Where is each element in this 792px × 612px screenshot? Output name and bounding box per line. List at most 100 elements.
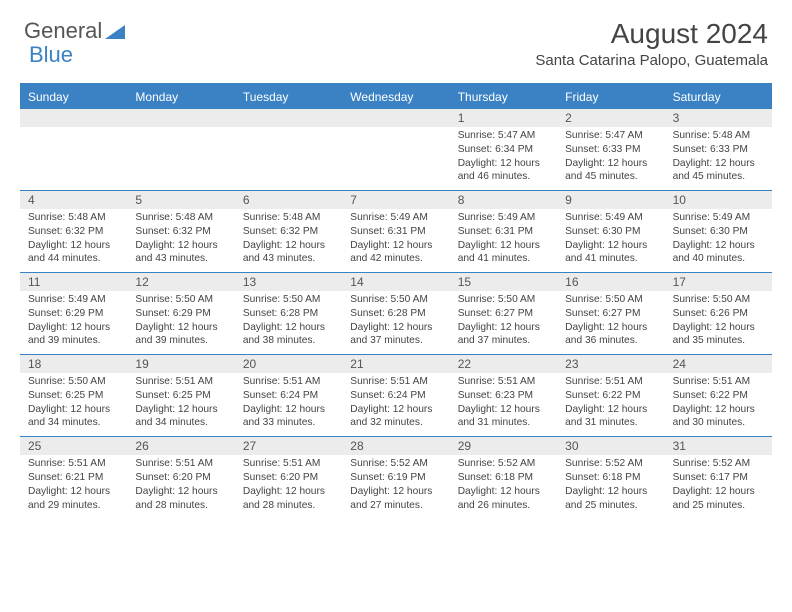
day-content: Sunrise: 5:47 AM Sunset: 6:34 PM Dayligh… (450, 127, 557, 190)
day-number (127, 109, 234, 127)
day-number: 6 (235, 191, 342, 209)
logo-text-2: Blue (29, 42, 73, 68)
day-content: Sunrise: 5:51 AM Sunset: 6:24 PM Dayligh… (235, 373, 342, 436)
day-number: 30 (557, 437, 664, 455)
daynum-row: 18192021222324 (20, 355, 772, 373)
day-number: 13 (235, 273, 342, 291)
daycontent-row: Sunrise: 5:47 AM Sunset: 6:34 PM Dayligh… (20, 127, 772, 190)
day-header-row: Sunday Monday Tuesday Wednesday Thursday… (20, 85, 772, 109)
day-number: 23 (557, 355, 664, 373)
day-content: Sunrise: 5:50 AM Sunset: 6:28 PM Dayligh… (235, 291, 342, 354)
day-header: Wednesday (342, 85, 449, 109)
day-number: 15 (450, 273, 557, 291)
day-header: Monday (127, 85, 234, 109)
daynum-row: 25262728293031 (20, 437, 772, 455)
day-content: Sunrise: 5:49 AM Sunset: 6:31 PM Dayligh… (450, 209, 557, 272)
day-content: Sunrise: 5:50 AM Sunset: 6:27 PM Dayligh… (450, 291, 557, 354)
day-content: Sunrise: 5:52 AM Sunset: 6:17 PM Dayligh… (665, 455, 772, 518)
day-content: Sunrise: 5:51 AM Sunset: 6:22 PM Dayligh… (557, 373, 664, 436)
day-content: Sunrise: 5:50 AM Sunset: 6:28 PM Dayligh… (342, 291, 449, 354)
week-block: 25262728293031Sunrise: 5:51 AM Sunset: 6… (20, 436, 772, 518)
daynum-row: 11121314151617 (20, 273, 772, 291)
daycontent-row: Sunrise: 5:50 AM Sunset: 6:25 PM Dayligh… (20, 373, 772, 436)
day-content (342, 127, 449, 190)
day-number: 18 (20, 355, 127, 373)
day-content: Sunrise: 5:52 AM Sunset: 6:18 PM Dayligh… (557, 455, 664, 518)
day-header: Sunday (20, 85, 127, 109)
logo-triangle-icon (105, 23, 125, 39)
day-content: Sunrise: 5:51 AM Sunset: 6:20 PM Dayligh… (127, 455, 234, 518)
day-number: 16 (557, 273, 664, 291)
day-content: Sunrise: 5:52 AM Sunset: 6:19 PM Dayligh… (342, 455, 449, 518)
day-number: 26 (127, 437, 234, 455)
week-block: 11121314151617Sunrise: 5:49 AM Sunset: 6… (20, 272, 772, 354)
day-number: 8 (450, 191, 557, 209)
day-content: Sunrise: 5:49 AM Sunset: 6:31 PM Dayligh… (342, 209, 449, 272)
title-block: August 2024 Santa Catarina Palopo, Guate… (535, 18, 768, 69)
day-content: Sunrise: 5:51 AM Sunset: 6:21 PM Dayligh… (20, 455, 127, 518)
daycontent-row: Sunrise: 5:48 AM Sunset: 6:32 PM Dayligh… (20, 209, 772, 272)
day-content: Sunrise: 5:48 AM Sunset: 6:32 PM Dayligh… (20, 209, 127, 272)
day-header: Thursday (450, 85, 557, 109)
day-number: 19 (127, 355, 234, 373)
day-number: 12 (127, 273, 234, 291)
day-content: Sunrise: 5:51 AM Sunset: 6:23 PM Dayligh… (450, 373, 557, 436)
location: Santa Catarina Palopo, Guatemala (535, 52, 768, 69)
logo-text-1: General (24, 18, 102, 44)
calendar: Sunday Monday Tuesday Wednesday Thursday… (20, 83, 772, 518)
day-number: 27 (235, 437, 342, 455)
day-number: 9 (557, 191, 664, 209)
day-number: 25 (20, 437, 127, 455)
day-content (127, 127, 234, 190)
daynum-row: 45678910 (20, 191, 772, 209)
day-content: Sunrise: 5:48 AM Sunset: 6:32 PM Dayligh… (127, 209, 234, 272)
day-header: Tuesday (235, 85, 342, 109)
day-number: 28 (342, 437, 449, 455)
week-block: 123Sunrise: 5:47 AM Sunset: 6:34 PM Dayl… (20, 109, 772, 190)
day-content: Sunrise: 5:49 AM Sunset: 6:30 PM Dayligh… (665, 209, 772, 272)
week-block: 45678910Sunrise: 5:48 AM Sunset: 6:32 PM… (20, 190, 772, 272)
header: General August 2024 Santa Catarina Palop… (0, 0, 792, 75)
logo: General (24, 18, 125, 44)
daycontent-row: Sunrise: 5:49 AM Sunset: 6:29 PM Dayligh… (20, 291, 772, 354)
day-number: 7 (342, 191, 449, 209)
day-content: Sunrise: 5:50 AM Sunset: 6:26 PM Dayligh… (665, 291, 772, 354)
day-header: Saturday (665, 85, 772, 109)
day-number (235, 109, 342, 127)
day-content: Sunrise: 5:50 AM Sunset: 6:29 PM Dayligh… (127, 291, 234, 354)
day-number (20, 109, 127, 127)
day-content (235, 127, 342, 190)
day-content: Sunrise: 5:51 AM Sunset: 6:20 PM Dayligh… (235, 455, 342, 518)
day-number: 1 (450, 109, 557, 127)
day-number: 20 (235, 355, 342, 373)
day-number: 31 (665, 437, 772, 455)
day-content: Sunrise: 5:52 AM Sunset: 6:18 PM Dayligh… (450, 455, 557, 518)
day-number: 21 (342, 355, 449, 373)
day-content: Sunrise: 5:50 AM Sunset: 6:27 PM Dayligh… (557, 291, 664, 354)
day-content: Sunrise: 5:49 AM Sunset: 6:29 PM Dayligh… (20, 291, 127, 354)
day-content: Sunrise: 5:48 AM Sunset: 6:33 PM Dayligh… (665, 127, 772, 190)
day-number: 22 (450, 355, 557, 373)
day-content (20, 127, 127, 190)
day-number: 3 (665, 109, 772, 127)
day-content: Sunrise: 5:47 AM Sunset: 6:33 PM Dayligh… (557, 127, 664, 190)
daycontent-row: Sunrise: 5:51 AM Sunset: 6:21 PM Dayligh… (20, 455, 772, 518)
day-number (342, 109, 449, 127)
day-number: 2 (557, 109, 664, 127)
day-content: Sunrise: 5:48 AM Sunset: 6:32 PM Dayligh… (235, 209, 342, 272)
day-number: 29 (450, 437, 557, 455)
day-content: Sunrise: 5:51 AM Sunset: 6:25 PM Dayligh… (127, 373, 234, 436)
daynum-row: 123 (20, 109, 772, 127)
day-header: Friday (557, 85, 664, 109)
day-number: 24 (665, 355, 772, 373)
day-number: 11 (20, 273, 127, 291)
day-number: 17 (665, 273, 772, 291)
day-number: 14 (342, 273, 449, 291)
day-content: Sunrise: 5:51 AM Sunset: 6:22 PM Dayligh… (665, 373, 772, 436)
day-number: 5 (127, 191, 234, 209)
day-content: Sunrise: 5:50 AM Sunset: 6:25 PM Dayligh… (20, 373, 127, 436)
day-number: 10 (665, 191, 772, 209)
week-block: 18192021222324Sunrise: 5:50 AM Sunset: 6… (20, 354, 772, 436)
day-content: Sunrise: 5:51 AM Sunset: 6:24 PM Dayligh… (342, 373, 449, 436)
day-content: Sunrise: 5:49 AM Sunset: 6:30 PM Dayligh… (557, 209, 664, 272)
